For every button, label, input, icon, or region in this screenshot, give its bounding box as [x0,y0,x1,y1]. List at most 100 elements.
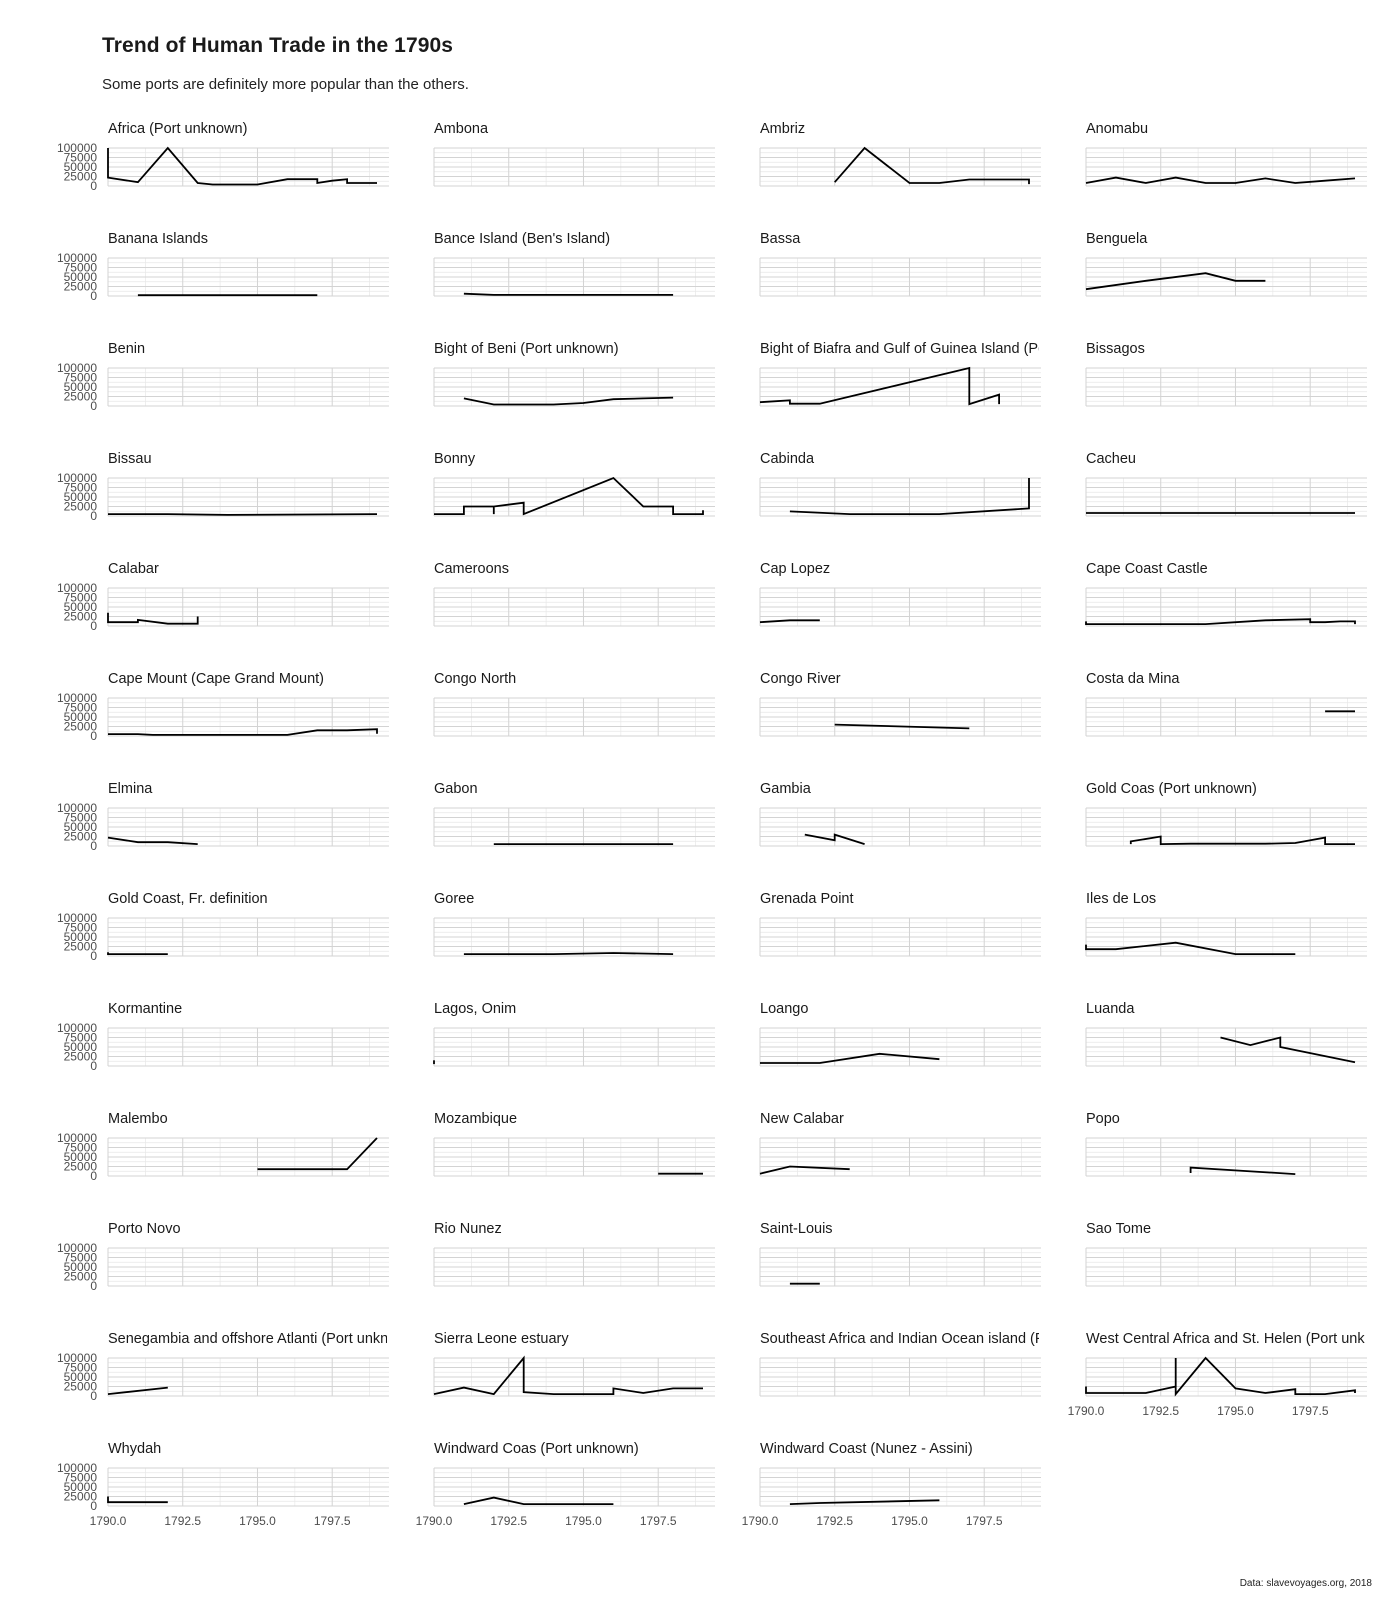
facet-strip-label: Popo [1086,1111,1120,1127]
facet-strip-label: Senegambia and offshore Atlanti (Port un… [108,1331,420,1347]
facet-panel: Bight of Beni (Port unknown) [433,341,715,407]
y-tick-label: 25000 [64,500,98,514]
facet-strip-label: Cape Mount (Cape Grand Mount) [108,671,324,687]
facet-strip-label: Luanda [1086,1001,1135,1017]
y-tick-label: 75000 [64,261,98,275]
facet-strip-label: Banana Islands [108,231,208,247]
facet-strip-label: Benin [108,341,145,357]
y-tick-label: 75000 [64,371,98,385]
x-tick-label: 1792.5 [490,1514,527,1528]
facet-strip-label: Cacheu [1086,451,1136,467]
y-tick-label: 25000 [64,610,98,624]
facet-panel: New Calabar [759,1111,1041,1177]
y-tick-label: 0 [90,1389,97,1403]
facet-strip-label: Cabinda [760,451,815,467]
y-tick-label: 75000 [64,481,98,495]
facet-strip-label: Grenada Point [760,891,854,907]
y-tick-label: 0 [90,399,97,413]
facet-strip-label: Ambriz [760,121,805,137]
y-tick-label: 0 [90,1169,97,1183]
facet-panel: Anomabu [1085,121,1367,187]
series-line [107,952,168,955]
facet-panel: Gold Coas (Port unknown) [1085,781,1367,847]
series-line [1085,941,1296,955]
facet-strip-label: Sierra Leone estuary [434,1331,569,1347]
y-tick-label: 25000 [64,1270,98,1284]
facet-strip-label: Kormantine [108,1001,182,1017]
facet-strip-label: Bight of Biafra and Gulf of Guinea Islan… [760,341,1122,357]
facet-panel: Bight of Biafra and Gulf of Guinea Islan… [759,341,1122,407]
facet-panel: Cameroons [433,561,715,627]
facet-strip-label: Calabar [108,561,159,577]
y-tick-label: 25000 [64,1160,98,1174]
y-tick-label: 75000 [64,1471,98,1485]
facet-panel: Gabon [433,781,715,847]
facet-panel: Costa da Mina [1085,671,1367,737]
y-tick-label: 25000 [64,1490,98,1504]
series-line [1085,1356,1356,1397]
x-tick-label: 1795.0 [891,1514,928,1528]
facet-strip-label: Benguela [1086,231,1148,247]
x-tick-label: 1792.5 [1142,1404,1179,1418]
facet-strip-label: Bance Island (Ben's Island) [434,231,610,247]
facet-strip-label: Porto Novo [108,1221,181,1237]
facet-panel: Luanda [1085,1001,1367,1067]
facet-panel: West Central Africa and St. Helen (Port … [1068,1331,1367,1418]
x-tick-label: 1797.5 [314,1514,351,1528]
series-line [108,513,378,516]
facet-strip-label: Gold Coas (Port unknown) [1086,781,1257,797]
y-tick-label: 75000 [64,811,98,825]
series-line [107,146,377,186]
y-tick-label: 100000 [57,471,97,485]
facet-panel: Windward Coast (Nunez - Assini) 1790.0 179… [742,1441,1041,1528]
series-line [759,1165,850,1175]
y-tick-label: 100000 [57,251,97,265]
facet-strip-label: Windward Coas (Port unknown) [434,1441,639,1457]
x-tick-label: 1795.0 [565,1514,602,1528]
facet-strip-label: Cameroons [434,561,509,577]
series-line [463,396,674,406]
series-line [804,833,865,845]
y-tick-label: 50000 [64,270,98,284]
facet-panel: Goree [433,891,715,957]
facet-strip-label: Sao Tome [1086,1221,1151,1237]
y-tick-label: 50000 [64,490,98,504]
y-tick-label: 50000 [64,820,98,834]
facet-strip-label: Rio Nunez [434,1221,502,1237]
facet-strip-label: Africa (Port unknown) [108,121,247,137]
y-tick-label: 75000 [64,1031,98,1045]
facet-strip-label: New Calabar [760,1111,844,1127]
facet-panel: Cap Lopez [759,561,1041,627]
series-line [433,1355,703,1396]
x-tick-label: 1792.5 [164,1514,201,1528]
facet-panel: Gold Coast, Fr. definition 02500050000750… [57,891,389,963]
y-tick-label: 100000 [57,1241,97,1255]
y-tick-label: 25000 [64,720,98,734]
y-tick-label: 25000 [64,1380,98,1394]
facet-strip-label: Elmina [108,781,153,797]
facet-strip-label: Costa da Mina [1086,671,1180,687]
y-tick-label: 50000 [64,1040,98,1054]
y-tick-label: 100000 [57,801,97,815]
series-line [760,1052,940,1064]
facet-strip-label: Bissau [108,451,152,467]
facet-panel: Bassa [759,231,1041,297]
y-tick-label: 0 [90,619,97,633]
facet-panel: Cape Coast Castle [1085,561,1367,627]
y-tick-label: 100000 [57,691,97,705]
facet-strip-label: Cape Coast Castle [1086,561,1208,577]
facet-panel: Southeast Africa and Indian Ocean island… [759,1331,1041,1397]
facet-strip-label: Gambia [760,781,812,797]
y-tick-label: 0 [90,289,97,303]
facet-panel: Grenada Point [759,891,1041,957]
series-line [1220,1036,1356,1064]
y-tick-label: 75000 [64,921,98,935]
y-tick-label: 25000 [64,1050,98,1064]
